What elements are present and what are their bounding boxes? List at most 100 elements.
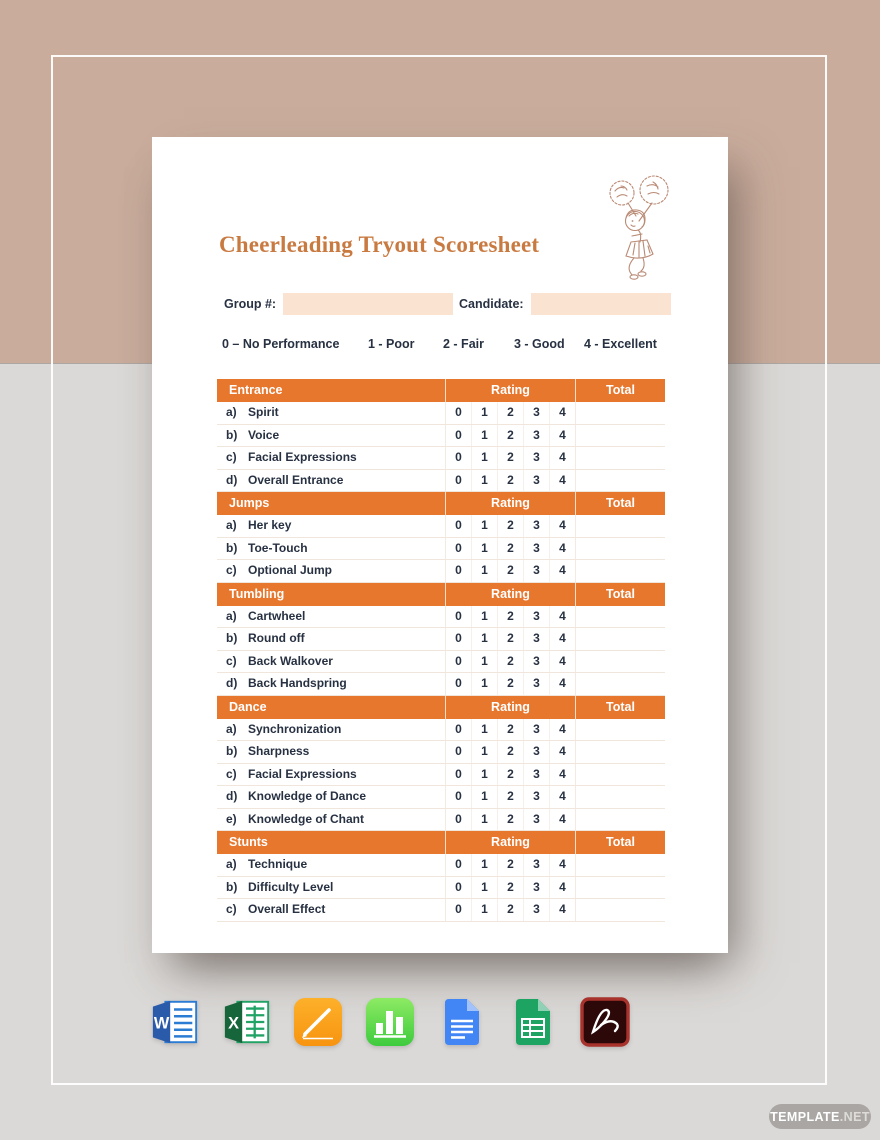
score-row: c) Overall Effect 0 1 2 3 4	[217, 899, 665, 922]
total-cell	[575, 741, 665, 763]
item-label: Round off	[248, 631, 305, 645]
rating-value: 0	[455, 789, 462, 803]
legend-item: 3 - Good	[514, 337, 565, 351]
rating-value: 4	[549, 763, 575, 785]
rating-value: 4	[549, 424, 575, 446]
rating-value: 1	[471, 402, 497, 424]
rating-value: 4	[549, 628, 575, 650]
rating-value: 4	[549, 741, 575, 763]
group-number-field: Group #:	[224, 293, 454, 315]
score-row: c) Optional Jump 0 1 2 3 4	[217, 560, 665, 583]
group-number-input[interactable]	[283, 293, 454, 315]
rating-value: 2	[497, 808, 523, 830]
item-letter: c)	[226, 450, 237, 464]
item-label: Facial Expressions	[248, 766, 357, 781]
item-label: Overall Effect	[248, 902, 326, 916]
rating-value: 1	[471, 469, 497, 491]
rating-value: 4	[549, 899, 575, 921]
item-letter: d)	[226, 676, 238, 690]
item-label: Spirit	[248, 405, 279, 419]
rating-value: 2	[497, 718, 523, 740]
total-column-header: Total	[575, 831, 665, 854]
rating-value: 4	[549, 402, 575, 424]
total-cell	[575, 515, 665, 537]
rating-value: 1	[471, 673, 497, 695]
rating-value: 0	[455, 721, 462, 736]
rating-value: 3	[523, 718, 549, 740]
rating-value: 4	[549, 808, 575, 830]
rating-value: 4	[549, 718, 575, 740]
rating-value: 1	[471, 899, 497, 921]
template-net-watermark[interactable]: TEMPLATE .NET	[769, 1104, 871, 1129]
ms-word-icon[interactable]: W	[150, 997, 200, 1047]
ms-excel-icon[interactable]: X	[222, 997, 272, 1047]
format-icons-row: W X	[150, 996, 630, 1048]
item-cell: c) Back Walkover	[217, 651, 445, 673]
total-column-header: Total	[575, 492, 665, 515]
score-row: b) Voice 0 1 2 3 4	[217, 424, 665, 447]
candidate-input[interactable]	[530, 293, 671, 315]
rating-value: 2	[497, 854, 523, 876]
item-letter: c)	[226, 766, 237, 781]
rating-value: 3	[523, 402, 549, 424]
rating-value: 1	[471, 560, 497, 582]
item-cell: c) Optional Jump	[217, 560, 445, 582]
score-row: b) Toe-Touch 0 1 2 3 4	[217, 537, 665, 560]
google-docs-icon[interactable]	[437, 997, 487, 1047]
score-row: d) Back Handspring 0 1 2 3 4	[217, 673, 665, 696]
adobe-pdf-icon[interactable]	[580, 997, 630, 1047]
scoresheet-document: Cheerleading Tryout Scoresheet Group #:	[152, 137, 728, 953]
rating-value: 3	[523, 515, 549, 537]
rating-value: 0	[455, 676, 462, 690]
section-header: Stunts Rating Total	[217, 831, 665, 854]
legend-item: 1 - Poor	[368, 337, 415, 351]
rating-value: 4	[549, 560, 575, 582]
rating-value: 2	[497, 537, 523, 559]
rating-value: 1	[471, 424, 497, 446]
rating-value: 2	[497, 673, 523, 695]
google-sheets-icon[interactable]	[508, 997, 558, 1047]
rating-value: 4	[549, 447, 575, 469]
rating-value: 1	[471, 447, 497, 469]
rating-value: 3	[523, 854, 549, 876]
item-cell: e) Knowledge of Chant	[217, 809, 445, 831]
item-cell: b) Sharpness	[217, 741, 445, 763]
section-header: Entrance Rating Total	[217, 379, 665, 402]
apple-numbers-icon[interactable]	[365, 997, 415, 1047]
rating-value: 3	[523, 560, 549, 582]
rating-value: 0	[455, 427, 462, 442]
rating-value: 0	[455, 405, 462, 419]
rating-value: 0	[455, 608, 462, 623]
score-row: c) Facial Expressions 0 1 2 3 4	[217, 447, 665, 470]
rating-value: 3	[523, 899, 549, 921]
svg-text:W: W	[154, 1015, 170, 1033]
rating-value: 1	[471, 854, 497, 876]
document-title: Cheerleading Tryout Scoresheet	[219, 232, 540, 257]
rating-value: 0	[455, 902, 462, 916]
rating-value: 3	[523, 469, 549, 491]
item-cell: a) Synchronization	[217, 719, 445, 741]
rating-value: 2	[497, 628, 523, 650]
rating-value: 3	[523, 808, 549, 830]
score-row: b) Difficulty Level 0 1 2 3 4	[217, 876, 665, 899]
rating-value: 3	[523, 650, 549, 672]
apple-pages-icon[interactable]	[293, 997, 343, 1047]
rating-value: 3	[523, 424, 549, 446]
rating-value: 4	[549, 854, 575, 876]
item-label: Her key	[248, 518, 292, 532]
score-table: Entrance Rating Total a) Spirit 0 1 2 3 4 b) Voice 0…	[217, 379, 665, 922]
item-cell: d) Knowledge of Dance	[217, 786, 445, 808]
rating-value: 1	[471, 718, 497, 740]
section-title: Entrance	[229, 383, 283, 397]
rating-value: 1	[471, 515, 497, 537]
rating-value: 4	[549, 469, 575, 491]
rating-value: 1	[471, 876, 497, 898]
item-letter: e)	[226, 811, 237, 826]
rating-legend: 0 – No Performance 1 - Poor 2 - Fair 3 -…	[152, 337, 728, 355]
